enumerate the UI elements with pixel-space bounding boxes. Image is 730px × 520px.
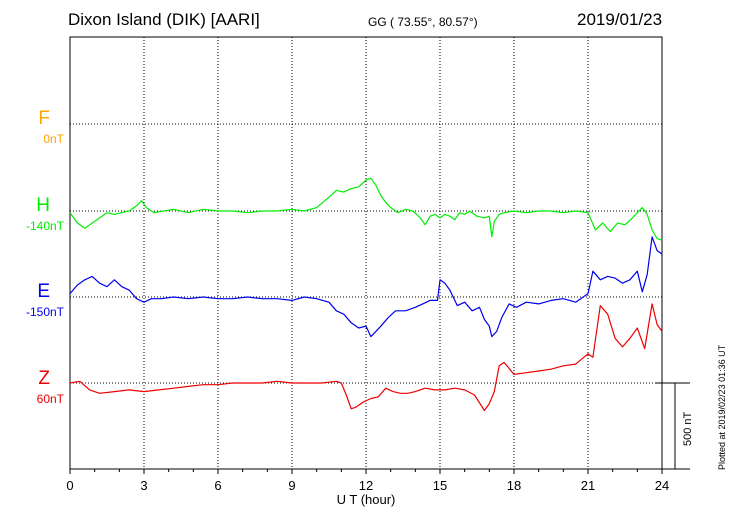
x-tick-label: 12: [359, 478, 373, 493]
series-line-z: [69, 303, 663, 412]
station-coordinates: GG ( 73.55°, 80.57°): [368, 15, 478, 29]
scale-bar: [655, 382, 690, 470]
x-tick-label: 18: [507, 478, 521, 493]
series-line-h: [69, 177, 663, 241]
x-axis-label: U T (hour): [337, 492, 396, 507]
channel-label-h: H: [36, 195, 50, 216]
x-tick-label: 21: [581, 478, 595, 493]
series-layer: [69, 177, 663, 412]
series-line-e: [69, 236, 663, 338]
channel-label-f: F: [38, 108, 50, 129]
channel-label-z: Z: [38, 368, 50, 389]
x-tick-label: 15: [433, 478, 447, 493]
station-title: Dixon Island (DIK) [AARI]: [68, 10, 260, 29]
grid: [70, 37, 662, 469]
x-tick-label: 0: [66, 478, 73, 493]
channel-baseline-e: -150nT: [25, 305, 64, 319]
channel-label-e: E: [37, 281, 50, 302]
x-tick-label: 9: [288, 478, 295, 493]
x-tick-label: 6: [214, 478, 221, 493]
channel-baseline-f: 0nT: [43, 132, 64, 146]
axis-labels: 0 3 6 9 12 15 18 21 24 U T (hour): [66, 478, 669, 507]
chart-date: 2019/01/23: [577, 10, 663, 29]
channel-baseline-z: 60nT: [36, 392, 64, 406]
x-tick-label: 3: [140, 478, 147, 493]
scale-bar-label: 500 nT: [682, 411, 694, 446]
axis-ticks: [69, 469, 663, 474]
channel-baseline-h: -140nT: [25, 219, 64, 233]
x-tick-label: 24: [655, 478, 669, 493]
plotted-timestamp: Plotted at 2019/02/23 01:36 UT: [717, 344, 727, 470]
